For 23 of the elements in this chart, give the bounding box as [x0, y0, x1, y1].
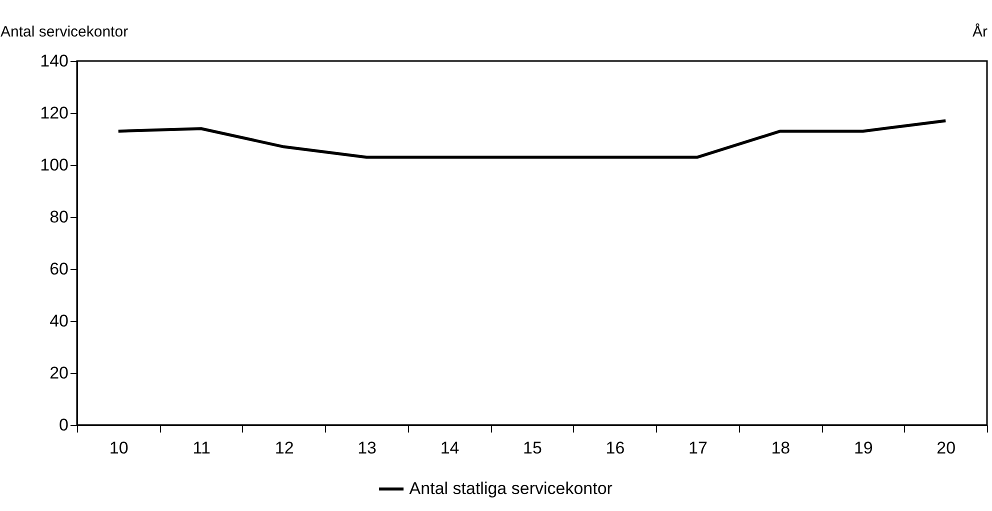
legend-label: Antal statliga servicekontor — [409, 479, 613, 498]
x-tick-label: 18 — [771, 438, 790, 458]
x-tick-label: 20 — [936, 438, 956, 458]
x-tick-label: 17 — [688, 438, 708, 458]
y-axis-title: Antal servicekontor — [0, 24, 128, 40]
x-tick-label: 16 — [606, 438, 625, 458]
y-tick-label: 120 — [40, 104, 68, 122]
x-tick-label: 10 — [109, 438, 128, 458]
y-tick-label: 20 — [50, 364, 68, 382]
y-tick-label: 100 — [40, 156, 68, 174]
x-axis-title: År — [972, 22, 988, 40]
y-tick-label: 40 — [50, 312, 68, 330]
y-tick-label: 140 — [40, 52, 68, 70]
y-tick-label: 60 — [50, 260, 68, 278]
x-tick-label: 19 — [854, 438, 873, 458]
line-series — [116, 119, 948, 159]
x-tick-label: 12 — [274, 438, 294, 458]
x-tick-label: 11 — [192, 438, 210, 458]
y-tick-label: 0 — [59, 416, 68, 434]
y-tick-label: 80 — [50, 208, 68, 226]
x-tick-label: 15 — [523, 438, 542, 458]
x-tick-label: 13 — [358, 438, 377, 458]
x-tick-label: 14 — [440, 438, 460, 458]
